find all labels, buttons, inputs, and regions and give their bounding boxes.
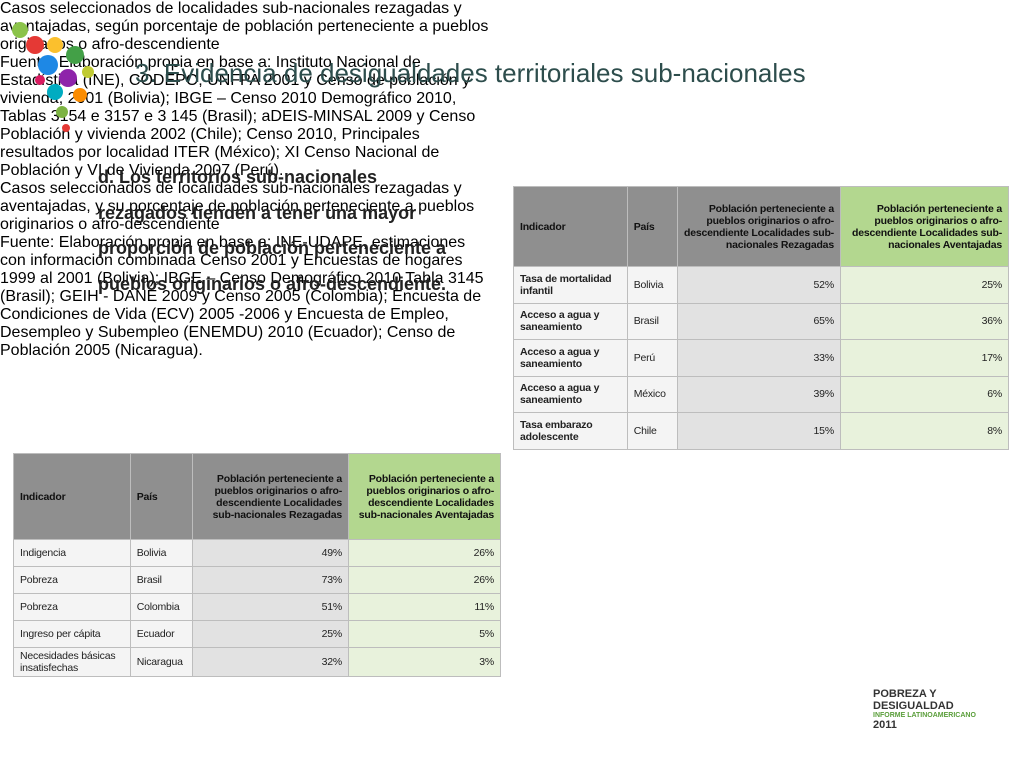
table-source: Fuente: Elaboración propia en base a: IN… [0, 234, 484, 359]
table-row: Tasa embarazo adolescente Chile 15% 8% [513, 412, 1010, 450]
column-header: Población perteneciente a pueblos origin… [676, 186, 841, 267]
table-cell: Brasil [129, 566, 194, 594]
column-header: País [626, 186, 678, 267]
logo-text: DESIGUALDAD [873, 700, 954, 712]
table-cell: 36% [839, 302, 1010, 340]
table-cell: 15% [676, 412, 841, 450]
table-cell: Tasa de mortalidad infantil [513, 266, 628, 304]
table-row: Acceso a agua y saneamiento México 39% 6% [513, 375, 1010, 413]
header-row: Indicador País Población perteneciente a p… [513, 186, 1010, 267]
table-cell: Indigencia [13, 539, 131, 567]
table-row: Acceso a agua y saneamiento Perú 33% 17% [513, 339, 1010, 377]
logo-text: 2011 [873, 719, 897, 731]
table-cell: Nicaragua [129, 647, 194, 677]
logo-text: POBREZA Y [873, 688, 937, 700]
table-cell: 39% [676, 375, 841, 413]
table-caption: Casos seleccionados de localidades sub-n… [0, 180, 475, 233]
table-cell: 17% [839, 339, 1010, 377]
table-cell: 8% [839, 412, 1010, 450]
table-cell: 26% [348, 566, 501, 594]
table-cell: México [626, 375, 678, 413]
table-cell: 11% [348, 593, 501, 621]
table-cell: 49% [192, 539, 350, 567]
title: 3. Evidencia de desigualdades territoria… [135, 58, 806, 88]
table-cell: 26% [348, 539, 501, 567]
table-cell: 32% [192, 647, 350, 677]
table-cell: 25% [192, 620, 350, 648]
table-cell: Acceso a agua y saneamiento [513, 339, 628, 377]
table-cell: 65% [676, 302, 841, 340]
data-table: Indicador País Población perteneciente a p… [13, 453, 501, 677]
hands-logo [12, 22, 94, 132]
table-cell: Chile [626, 412, 678, 450]
table-cell: 73% [192, 566, 350, 594]
table-cell: 6% [839, 375, 1010, 413]
data-table: Indicador País Población perteneciente a p… [513, 186, 1010, 450]
table-row: Acceso a agua y saneamiento Brasil 65% 36% [513, 302, 1010, 340]
table-cell: 25% [839, 266, 1010, 304]
table-cell: Pobreza [13, 566, 131, 594]
table-cell: 3% [348, 647, 501, 677]
table-cell: Ecuador [129, 620, 194, 648]
table-cell: Bolivia [626, 266, 678, 304]
column-header: Población perteneciente a pueblos origin… [839, 186, 1010, 267]
table-row: Necesidades básicas insatisfechas Nicarag… [13, 647, 501, 677]
column-header: Población perteneciente a pueblos origin… [192, 453, 350, 540]
table-source: Fuente: Elaboración propia en base a: In… [0, 54, 476, 179]
table-row: Pobreza Brasil 73% 26% [13, 566, 501, 594]
table-cell: Necesidades básicas insatisfechas [13, 647, 131, 677]
table-row: Pobreza Colombia 51% 11% [13, 593, 501, 621]
table-cell: Bolivia [129, 539, 194, 567]
table-row: Ingreso per cápita Ecuador 25% 5% [13, 620, 501, 648]
column-header: Indicador [13, 453, 131, 540]
table-cell: 52% [676, 266, 841, 304]
table-cell: Pobreza [13, 593, 131, 621]
table-cell: Acceso a agua y saneamiento [513, 302, 628, 340]
column-header: Población perteneciente a pueblos origin… [348, 453, 501, 540]
table-cell: Colombia [129, 593, 194, 621]
logo-text: INFORME LATINOAMERICANO [873, 712, 976, 719]
publication-logo: POBREZA Y DESIGUALDAD INFORME LATINOAMER… [873, 688, 976, 731]
table-row: Indigencia Bolivia 49% 26% [13, 539, 501, 567]
statement: d. Los territorios sub-nacionales rezaga… [98, 167, 447, 294]
table-cell: Brasil [626, 302, 678, 340]
column-header: País [129, 453, 194, 540]
column-header: Indicador [513, 186, 628, 267]
table-cell: 33% [676, 339, 841, 377]
header-row: Indicador País Población perteneciente a p… [13, 453, 501, 540]
table-cell: Tasa embarazo adolescente [513, 412, 628, 450]
table-cell: Ingreso per cápita [13, 620, 131, 648]
table-row: Tasa de mortalidad infantil Bolivia 52% 25% [513, 266, 1010, 304]
table-cell: Perú [626, 339, 678, 377]
table-cell: Acceso a agua y saneamiento [513, 375, 628, 413]
table-cell: 51% [192, 593, 350, 621]
table-cell: 5% [348, 620, 501, 648]
